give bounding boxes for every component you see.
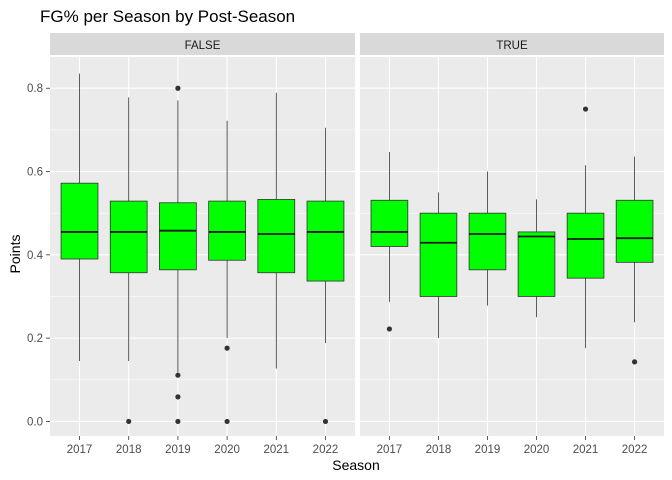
box [517,231,556,297]
x-tick-label: 2017 [377,444,403,456]
facet-strip-label: TRUE [496,40,528,52]
boxplot-2021 [257,92,296,369]
x-tick-label: 2018 [116,444,142,456]
y-tick-label: 0.2 [27,333,43,345]
boxplot-2020 [208,120,246,425]
x-tick-label: 2020 [214,444,240,456]
y-tick-label: 0.4 [27,250,44,262]
boxplot-2019 [159,85,197,425]
boxplot-2018 [419,192,458,339]
outlier-point [582,106,589,112]
x-tick-label: 2019 [165,444,191,456]
x-tick-label: 2020 [524,444,550,456]
box [419,212,458,297]
panel-background [360,57,664,436]
x-axis-title: Season [332,457,379,473]
box [60,182,99,260]
x-tick-label: 2019 [475,444,501,456]
box [109,200,148,274]
y-tick-label: 0.0 [27,416,43,428]
outlier-point [322,418,329,425]
facet-panels: FALSE 2017 2018 2019 2020 2021 2022 TRUE 2017 201… [50,33,664,456]
box [306,200,345,282]
boxplot-2019 [468,171,507,306]
outlier-point [224,418,230,425]
outlier-point [224,345,230,351]
outlier-point [175,85,181,91]
boxplot-2022 [615,156,654,365]
box [370,199,409,247]
box [208,200,246,261]
facet-strip [50,33,355,55]
outlier-point [386,326,393,332]
x-tick-label: 2022 [622,444,648,456]
outlier-point [175,394,181,400]
outlier-point [175,418,181,425]
boxplot-2018 [109,97,148,425]
box [566,212,605,279]
x-tick-label: 2018 [426,444,452,456]
outlier-point [126,418,132,425]
box [159,202,197,271]
y-tick-label: 0.6 [27,167,43,179]
chart-title: FG% per Season by Post-Season [40,7,295,26]
y-axis-title: Points [7,235,23,274]
facet-strip [360,33,664,55]
facet-strip-label: FALSE [185,40,221,52]
boxplot-2020 [517,199,556,318]
x-tick-label: 2021 [263,444,289,456]
boxplot-2017 [60,73,99,362]
outlier-point [175,372,181,378]
boxplot-2017 [370,151,409,332]
y-axis: 0.0 0.2 0.4 0.6 0.8 [27,83,50,428]
x-tick-label: 2022 [313,444,339,456]
x-tick-label: 2017 [67,444,93,456]
panel-background [50,57,355,436]
box [468,212,507,271]
boxplot-2021 [566,106,605,349]
x-tick-label: 2021 [573,444,599,456]
boxplot-2022 [306,127,345,425]
facet-panel: TRUE 2017 2018 2019 2020 2021 2022 [360,33,664,456]
outlier-point [631,359,638,365]
box [615,199,654,263]
facet-panel: FALSE 2017 2018 2019 2020 2021 2022 [50,33,355,456]
y-tick-label: 0.8 [27,83,43,95]
box [257,199,296,274]
